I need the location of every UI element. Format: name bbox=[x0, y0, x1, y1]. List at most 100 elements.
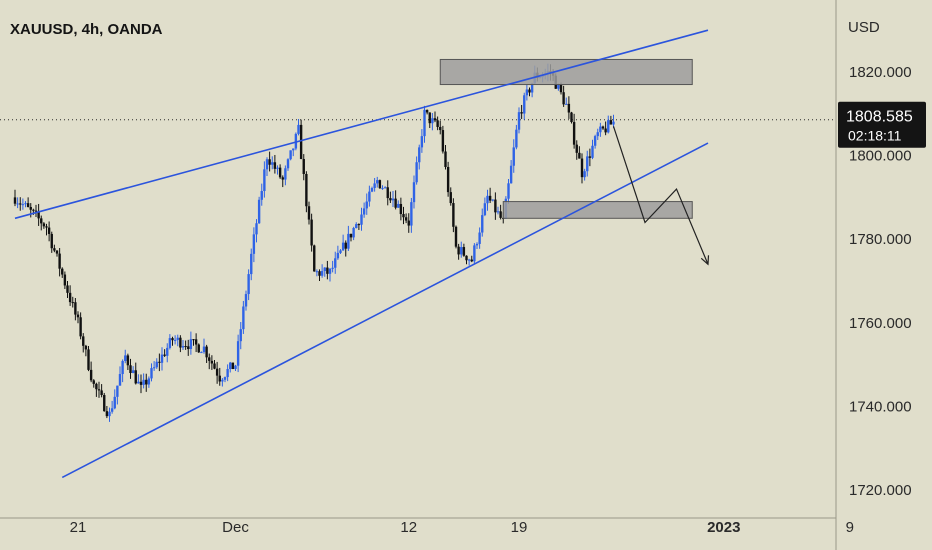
candle-body bbox=[376, 180, 379, 184]
candle-body bbox=[357, 224, 361, 226]
candle-body bbox=[103, 395, 106, 412]
candle-body bbox=[32, 209, 35, 211]
time-tick-label: 19 bbox=[511, 519, 528, 536]
candle-body bbox=[247, 274, 250, 295]
candle-body bbox=[68, 292, 72, 303]
candle-body bbox=[567, 103, 571, 113]
candle-body bbox=[166, 347, 169, 356]
candle-body bbox=[45, 226, 48, 228]
candle-body bbox=[299, 124, 303, 160]
candle-body bbox=[349, 233, 353, 238]
candle-body bbox=[21, 204, 25, 206]
last-price-box bbox=[838, 101, 926, 148]
candle-body bbox=[116, 385, 119, 397]
candle-body bbox=[307, 206, 311, 220]
candle-body bbox=[418, 147, 421, 163]
candle-body bbox=[407, 220, 410, 226]
candle-body bbox=[202, 346, 206, 353]
candle-body bbox=[147, 378, 151, 385]
candle-body bbox=[173, 339, 177, 341]
candle-body bbox=[276, 167, 279, 169]
candle-body bbox=[488, 195, 492, 201]
projection-path[interactable] bbox=[612, 126, 709, 265]
candle-body bbox=[362, 208, 366, 215]
candle-body bbox=[452, 203, 455, 227]
candle-body bbox=[218, 375, 221, 382]
candle-body bbox=[515, 129, 518, 148]
support-zone[interactable] bbox=[502, 201, 693, 219]
candle-body bbox=[530, 83, 534, 93]
candle-body bbox=[278, 167, 282, 178]
candle-body bbox=[294, 133, 298, 149]
candle-body bbox=[381, 188, 384, 190]
time-tick-label: 12 bbox=[400, 519, 417, 536]
candle-body bbox=[121, 360, 124, 375]
price-tick-label: 1820.000 bbox=[849, 64, 912, 81]
candle-body bbox=[523, 95, 526, 114]
candle-body bbox=[328, 268, 332, 274]
candle-body bbox=[394, 198, 397, 208]
candle-body bbox=[478, 232, 481, 244]
price-tick-label: 1740.000 bbox=[849, 398, 912, 415]
candle-body bbox=[55, 250, 59, 254]
candle-body bbox=[494, 199, 497, 213]
candle-body bbox=[612, 121, 615, 125]
candle-body bbox=[242, 306, 245, 330]
candle-body bbox=[483, 203, 487, 216]
candle-body bbox=[152, 367, 156, 369]
candle-body bbox=[318, 271, 321, 276]
candle-body bbox=[467, 259, 471, 261]
candle-body bbox=[399, 203, 403, 215]
candle-body bbox=[215, 368, 219, 376]
candle-body bbox=[323, 267, 326, 272]
candle-body bbox=[281, 177, 284, 180]
candle-body bbox=[271, 162, 274, 165]
candle-body bbox=[528, 89, 531, 93]
candle-body bbox=[470, 259, 473, 262]
candle-body bbox=[208, 357, 211, 361]
candle-body bbox=[150, 368, 153, 379]
candle-body bbox=[61, 268, 64, 275]
price-tick-label: 1760.000 bbox=[849, 315, 912, 332]
candle-body bbox=[292, 148, 295, 151]
candle-body bbox=[423, 109, 426, 137]
candle-body bbox=[273, 162, 277, 169]
time-tick-label: Dec bbox=[222, 519, 249, 536]
candle-body bbox=[336, 252, 340, 259]
candle-body bbox=[26, 203, 30, 207]
candle-body bbox=[179, 337, 182, 348]
candle-body bbox=[131, 370, 135, 374]
candle-body bbox=[221, 379, 224, 382]
candle-body bbox=[187, 346, 190, 350]
candle-body bbox=[404, 217, 408, 221]
candle-body bbox=[284, 168, 287, 180]
resistance-zone[interactable] bbox=[439, 58, 693, 86]
candle-body bbox=[402, 214, 405, 218]
candle-body bbox=[71, 302, 74, 304]
upper-trendline[interactable] bbox=[14, 29, 709, 220]
candle-body bbox=[47, 227, 51, 234]
candle-body bbox=[53, 248, 56, 251]
lower-trendline[interactable] bbox=[61, 142, 709, 479]
candle-body bbox=[213, 363, 216, 369]
candle-body bbox=[465, 255, 468, 261]
price-tick-label: 1780.000 bbox=[849, 231, 912, 248]
candle-body bbox=[108, 411, 111, 417]
candle-body bbox=[557, 84, 560, 89]
candle-body bbox=[118, 374, 122, 386]
candle-body bbox=[255, 223, 258, 235]
candle-body bbox=[578, 152, 581, 159]
candle-body bbox=[481, 215, 484, 233]
candle-body bbox=[34, 210, 38, 212]
candle-body bbox=[29, 206, 32, 210]
candle-body bbox=[572, 122, 576, 145]
candle-body bbox=[410, 202, 413, 226]
candle-body bbox=[236, 341, 240, 366]
candle-body bbox=[373, 183, 376, 189]
candle-body bbox=[428, 112, 431, 124]
candle-body bbox=[454, 226, 458, 247]
candle-body bbox=[124, 355, 127, 361]
candle-body bbox=[491, 199, 494, 201]
candle-body bbox=[66, 285, 69, 293]
